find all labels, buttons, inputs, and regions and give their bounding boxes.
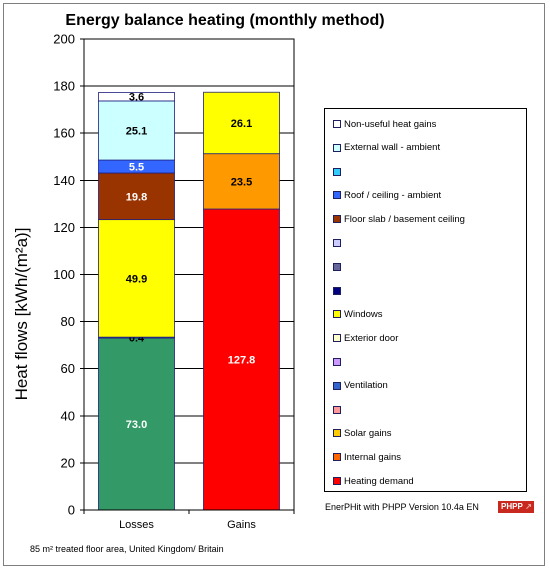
legend-swatch: [333, 358, 341, 366]
legend-label: Non-useful heat gains: [344, 118, 437, 130]
y-tick-label: 180: [53, 79, 75, 94]
legend-item: [333, 403, 344, 417]
legend-label: Exterior door: [344, 332, 399, 344]
phpp-logo: PHPP ↗: [498, 501, 534, 513]
legend-swatch: [333, 143, 341, 152]
x-tick-label: Gains: [227, 519, 256, 530]
legend-label: Solar gains: [344, 427, 392, 439]
legend-item: Ventilation: [333, 379, 388, 393]
bar-segment: [98, 219, 175, 338]
legend-swatch: [333, 286, 341, 295]
legend-item: Heating demand: [333, 474, 414, 488]
footnote: 85 m² treated floor area, United Kingdom…: [30, 544, 224, 554]
data-label: 25.1: [126, 125, 147, 137]
legend-item: Windows: [333, 307, 383, 321]
legend-swatch: [333, 310, 341, 319]
legend-item: Exterior door: [333, 331, 398, 345]
legend-item: [333, 260, 344, 274]
bar-segment: [98, 92, 175, 102]
legend-swatch: [333, 167, 341, 176]
version-note: EnerPHit with PHPP Version 10.4a EN: [325, 502, 479, 512]
legend-label: External wall - ambient: [344, 142, 441, 154]
y-tick-label: 60: [61, 361, 75, 376]
y-tick-label: 20: [61, 455, 75, 470]
bar-segment: [203, 153, 280, 210]
y-tick-label: 100: [53, 267, 75, 282]
bar-segment: [98, 172, 175, 221]
legend-swatch: [333, 191, 341, 200]
legend: Non-useful heat gains External wall - amb…: [324, 108, 527, 492]
legend-swatch: [333, 405, 341, 414]
data-label: 19.8: [126, 191, 147, 203]
legend-swatch: [333, 334, 341, 343]
legend-item: [333, 284, 344, 298]
data-label: 49.9: [126, 273, 147, 285]
legend-item: [333, 236, 344, 250]
y-tick-label: 0: [68, 503, 75, 518]
legend-item: [333, 165, 344, 179]
legend-label: Heating demand: [344, 475, 414, 487]
plot-area-border: [83, 38, 295, 511]
legend-swatch: [333, 429, 341, 438]
legend-label: Ventilation: [344, 380, 388, 392]
y-tick-label: 140: [53, 173, 75, 188]
chart-plot: 02040608010012014016018020073.00.449.919…: [53, 32, 295, 530]
y-tick-label: 160: [53, 126, 75, 141]
legend-item: Non-useful heat gains: [333, 117, 436, 131]
y-tick-label: 40: [61, 408, 75, 423]
legend-swatch: [333, 453, 341, 462]
legend-label: Floor slab / basement ceiling: [344, 213, 465, 225]
legend-label: Windows: [344, 308, 383, 320]
chart-title: Energy balance heating (monthly method): [65, 12, 385, 29]
legend-item: Floor slab / basement ceiling: [333, 212, 465, 226]
legend-swatch: [333, 262, 341, 271]
bar-segment: [98, 100, 175, 161]
bar-segment: [98, 337, 175, 511]
data-label: 26.1: [231, 118, 252, 130]
data-label: 127.8: [228, 355, 256, 367]
legend-swatch: [333, 215, 341, 224]
legend-item: Solar gains: [333, 426, 392, 440]
legend-swatch: [333, 239, 341, 247]
legend-item: Roof / ceiling - ambient: [333, 188, 441, 202]
x-tick-label: Losses: [119, 519, 154, 530]
data-label: 3.6: [129, 92, 144, 104]
data-label: 73.0: [126, 419, 147, 431]
legend-swatch: [333, 381, 341, 390]
bar-segment: [203, 91, 280, 155]
y-tick-label: 80: [61, 314, 75, 329]
legend-item: Internal gains: [333, 450, 401, 464]
legend-item: External wall - ambient: [333, 141, 440, 155]
legend-swatch: [333, 120, 341, 128]
y-tick-label: 120: [53, 220, 75, 235]
legend-label: Internal gains: [344, 451, 402, 463]
data-label: 5.5: [129, 162, 144, 174]
legend-swatch: [333, 477, 341, 485]
y-tick-label: 200: [53, 32, 75, 47]
data-label: 23.5: [231, 176, 252, 188]
phpp-logo-text: PHPP: [501, 502, 523, 511]
legend-label: Roof / ceiling - ambient: [344, 189, 442, 201]
legend-item: [333, 355, 344, 369]
